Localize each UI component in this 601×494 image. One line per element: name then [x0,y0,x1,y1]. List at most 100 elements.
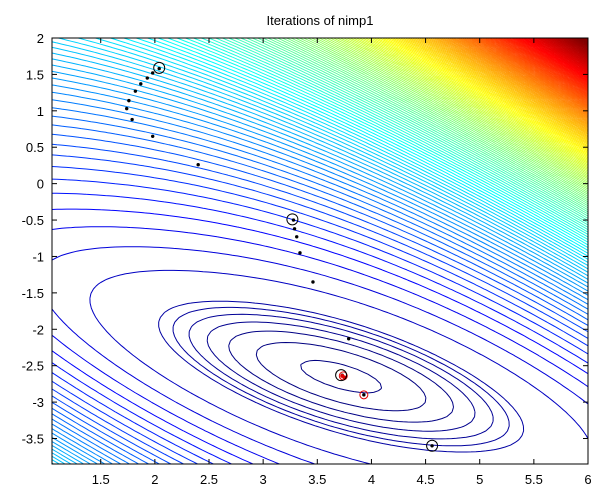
contour-line [52,41,588,464]
contour-line [526,38,588,76]
contour-line [430,38,588,131]
contour-line [474,38,588,106]
contour-line [493,38,588,95]
contour-line [512,38,588,84]
x-tick-label: 4.5 [417,472,435,487]
contour-line [326,38,588,183]
contour-line [52,70,588,464]
y-tick-label: -2.5 [22,359,44,374]
iteration-point [298,251,302,255]
x-tick-label: 3 [260,472,267,487]
contour-line [52,58,588,464]
contour-line [158,300,525,453]
contour-line [425,38,588,133]
contour-line [502,38,588,90]
contour-line [356,38,588,169]
contour-line [481,38,588,102]
contour-line [52,52,588,464]
circle-marker [153,61,166,74]
contour-line [333,38,588,180]
contour-line [507,38,588,87]
contour-line [215,38,588,228]
contour-line [438,38,588,126]
contour-line [565,38,588,52]
contour-line [52,208,588,464]
contour-line [193,38,588,235]
contour-line [272,38,588,207]
contour-line [295,38,588,197]
contour-line [400,38,588,147]
x-tick-label: 5.5 [525,472,543,487]
contour-line [537,38,588,69]
y-tick-label: -3.5 [22,432,44,447]
contour-line [462,38,588,113]
y-tick-label: -1 [32,249,44,264]
contour-line [460,38,588,114]
contour-line [485,38,588,100]
contour-line [505,38,588,88]
iteration-point [125,106,129,111]
contour-line [554,38,588,59]
iteration-point [346,337,351,341]
contour-line [544,38,588,65]
contour-line [359,38,588,168]
x-tick-label: 6 [584,472,591,487]
contour-line [267,38,588,209]
x-tick-label: 1.5 [92,472,110,487]
contour-line [440,38,588,125]
contour-line [469,38,588,109]
contour-line [407,38,588,143]
x-axis: 1.5 2 2.5 3 3.5 4 4.5 5 5.5 6 [92,38,592,487]
iteration-point [430,444,434,448]
contour-line [52,154,588,464]
contour-line [412,38,588,140]
y-tick-label: -2 [32,322,44,337]
contour-line [52,166,588,464]
contour-line [467,38,588,110]
contour-line [246,38,588,217]
contour-line [222,38,588,226]
y-tick-label: 1.5 [26,67,44,82]
contour-line [234,38,588,221]
contour-line [534,38,588,71]
contour-line [52,226,588,464]
contour-line [52,133,588,464]
contour-line [405,38,588,144]
contour-line [533,38,588,72]
contour-line [252,38,588,215]
contour-line [520,38,588,79]
contour-line [427,38,588,132]
contour-line [123,38,588,254]
contour-line [307,38,588,192]
contour-line [479,38,588,103]
iteration-point [295,235,299,239]
iteration-point [145,76,149,80]
contour-line [498,38,588,92]
contour-line [546,38,588,64]
contour-line [346,38,588,174]
contour-line [423,38,588,134]
circle-marker [335,369,348,382]
contour-line [530,38,588,73]
contour-line [300,359,383,394]
contour-line [336,38,588,178]
contour-line [569,38,588,50]
contour-line [409,38,588,142]
contour-line [52,178,588,464]
contour-line [559,38,588,56]
y-tick-label: -0.5 [22,213,44,228]
contour-line [550,38,588,61]
contour-line [434,38,588,128]
contour-line [442,38,588,124]
contour-line [95,38,588,260]
contour-line [444,38,588,123]
contour-line [291,38,588,199]
contour-line [446,38,588,122]
contour-lines [52,38,588,464]
x-tick-label: 4 [368,472,375,487]
contour-line [319,38,588,187]
red-circle-marker [359,390,369,400]
contour-line [541,38,588,67]
contour-line [52,107,588,464]
x-tick-label: 2 [151,472,158,487]
